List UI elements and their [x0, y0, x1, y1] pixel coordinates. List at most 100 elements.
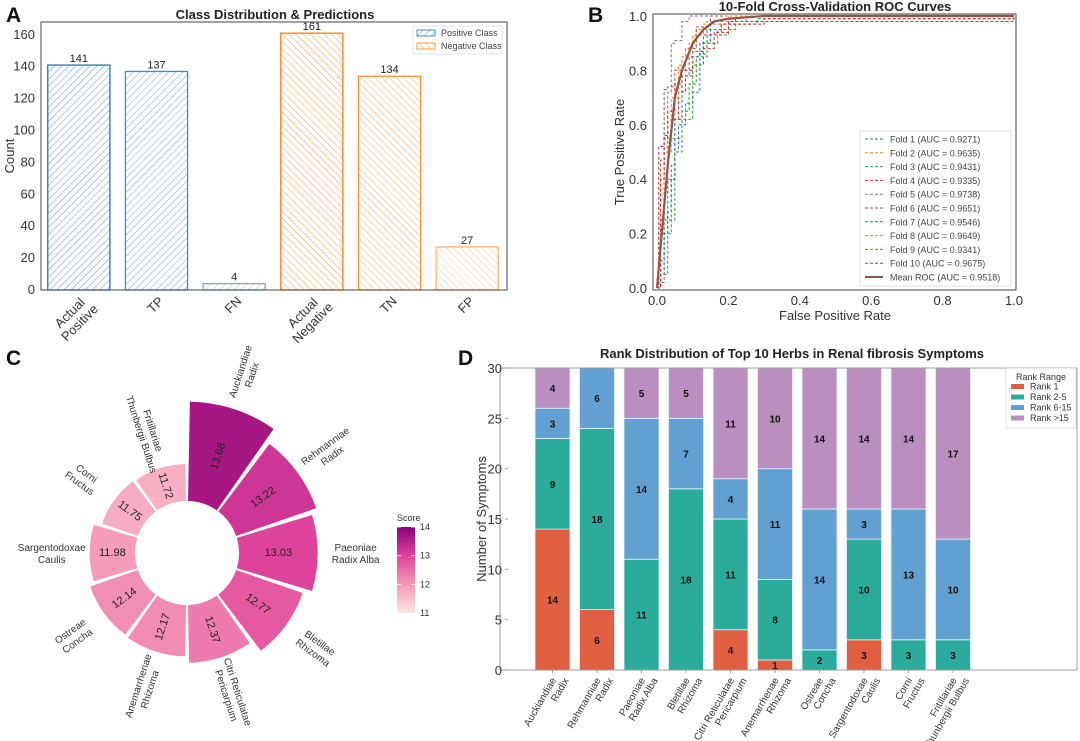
bar-value-label: 4 — [231, 272, 237, 284]
segment-value-label: 11 — [770, 520, 781, 531]
stacked-segment-rank-6-15 — [579, 367, 615, 429]
colorbar-title: Score — [397, 513, 421, 523]
legend-label-positive: Positive Class — [441, 28, 498, 38]
legend-label: Fold 4 (AUC = 0.9335) — [890, 176, 980, 186]
segment-value-label: 14 — [858, 434, 870, 445]
panel-c-colorbar: Score 14 13 12 11 — [397, 513, 430, 618]
y-tick-label: 60 — [21, 186, 35, 201]
stacked-segment-rank-6-15 — [890, 508, 927, 641]
legend-swatch — [1011, 415, 1024, 421]
y-tick-label: 15 — [488, 512, 502, 527]
segment-value-label: 14 — [814, 575, 826, 586]
stacked-segment-rank-2-5 — [935, 639, 971, 671]
stacked-segment-rank-15 — [935, 367, 971, 540]
bar-fp — [435, 246, 499, 291]
circular-bar-fritillariae-thunbergii-bulbus — [136, 464, 187, 511]
segment-value-label: 4 — [728, 646, 734, 657]
bar-value-label: 141 — [70, 53, 88, 65]
circular-bar-sargentodoxae-caulis — [89, 524, 138, 582]
x-tick-label: TN — [377, 293, 400, 316]
segment-value-label: 10 — [947, 585, 959, 596]
panel-a-bar-chart: Class Distribution & Predictions 141 137 4… — [2, 7, 508, 346]
segment-value-label: 7 — [683, 450, 689, 461]
roc-line-5 — [657, 15, 1014, 289]
segment-value-label: 3 — [861, 520, 867, 531]
legend-label: Fold 9 (AUC = 0.9341) — [890, 245, 980, 255]
legend-swatch — [1011, 384, 1024, 389]
x-tick-label: 0.0 — [648, 293, 666, 308]
legend-label: Fold 3 (AUC = 0.9431) — [890, 162, 980, 172]
y-tick-label: 20 — [488, 462, 502, 477]
colorbar-tick-label: 13 — [420, 551, 430, 561]
x-tick-label: TP — [144, 294, 166, 316]
segment-value-label: 14 — [636, 485, 648, 496]
y-tick-label: 1.0 — [629, 9, 647, 24]
legend-label: Rank 2-5 — [1030, 392, 1067, 402]
stacked-segment-rank-2-5 — [668, 488, 704, 671]
circular-bar-bletillae-rhizoma — [218, 570, 303, 651]
panel-c-circular-bar-chart: 13.68AuckiandiaeRadix13.22RehmanniaeRadi… — [18, 343, 430, 727]
stacked-segment-rank-2-5 — [757, 579, 793, 661]
circular-bar-label: Sargentodoxae Caulis — [18, 543, 86, 566]
x-tick-label: OstreaeConcha — [799, 670, 839, 717]
stacked-segment-rank-1 — [712, 629, 749, 671]
circular-bar-label: RehmanniaeRadix — [300, 425, 360, 477]
legend-label: Fold 1 (AUC = 0.9271) — [890, 135, 980, 145]
segment-value-label: 14 — [547, 596, 559, 607]
x-tick-label: 0.8 — [934, 293, 952, 308]
y-tick-label: 0.8 — [629, 63, 647, 78]
circular-bar-value: 13.03 — [265, 547, 293, 559]
segment-value-label: 2 — [817, 656, 823, 667]
circular-bar-label: CorniFructus — [62, 460, 102, 498]
roc-line-10 — [657, 18, 1014, 289]
circular-bar-label: BletillaeRhizoma — [293, 628, 339, 670]
stacked-segment-rank-2-5 — [623, 558, 660, 671]
legend-title: Rank Range — [1016, 372, 1066, 382]
segment-value-label: 11 — [725, 419, 736, 430]
panel-letter-d: D — [458, 347, 473, 370]
bar-value-label: 27 — [461, 235, 473, 247]
bar-value-label: 161 — [303, 21, 321, 33]
segment-value-label: 10 — [858, 585, 870, 596]
y-tick-label: 5 — [495, 613, 502, 628]
roc-line-11 — [655, 14, 1014, 289]
segment-value-label: 3 — [861, 651, 867, 662]
y-tick-label: 25 — [488, 411, 502, 426]
segment-value-label: 10 — [769, 414, 781, 425]
segment-value-label: 1 — [772, 661, 778, 672]
stacked-segment-rank-1 — [846, 639, 882, 671]
roc-line-7 — [657, 15, 1014, 289]
x-tick-label: BletillaeRhizoma — [666, 670, 706, 717]
legend-swatch — [1011, 405, 1024, 410]
panel-letter-a: A — [6, 4, 21, 27]
roc-line-8 — [657, 15, 1014, 289]
x-tick-label: 1.0 — [1005, 293, 1023, 308]
circular-bar-label: Paeoniae Radix Alba — [332, 543, 380, 566]
bar-value-label: 137 — [147, 59, 165, 71]
stacked-segment-rank-6-15 — [757, 468, 793, 580]
legend-box — [859, 130, 1012, 287]
legend-label: Fold 10 (AUC = 0.9675) — [890, 259, 985, 269]
stacked-segment-rank-2-5 — [890, 639, 927, 671]
x-tick-label: AuckiandiaeRadix — [522, 671, 571, 734]
panel-a-ylabel: Count — [2, 138, 17, 173]
stacked-segment-rank-15 — [801, 367, 838, 510]
segment-value-label: 9 — [550, 480, 556, 491]
panel-b-xlabel: False Positive Rate — [779, 308, 891, 323]
x-tick-label: ActualNegative — [279, 289, 336, 346]
panel-d-title: Rank Distribution of Top 10 Herbs in Ren… — [600, 346, 984, 361]
x-tick-label: ActualPositive — [48, 291, 101, 344]
legend-label: Fold 5 (AUC = 0.9738) — [890, 190, 980, 200]
x-tick-label: PaeoniaeRadix Alba — [617, 670, 660, 723]
panel-b-roc-chart: 10-Fold Cross-Validation ROC Curves 0.00… — [612, 0, 1023, 323]
segment-value-label: 8 — [772, 616, 778, 627]
bar-value-label: 134 — [380, 64, 398, 76]
panel-d-stacked-bar-chart: Rank Distribution of Top 10 Herbs in Ren… — [474, 346, 1078, 741]
circular-bar-label: FritillariaeThunbergii Bulbus — [123, 391, 170, 475]
segment-value-label: 17 — [947, 450, 959, 461]
stacked-segment-rank-2-5 — [534, 438, 571, 530]
segment-value-label: 4 — [550, 384, 556, 395]
stacked-segment-rank-6-15 — [623, 417, 660, 560]
x-tick-label: 0.6 — [862, 293, 880, 308]
